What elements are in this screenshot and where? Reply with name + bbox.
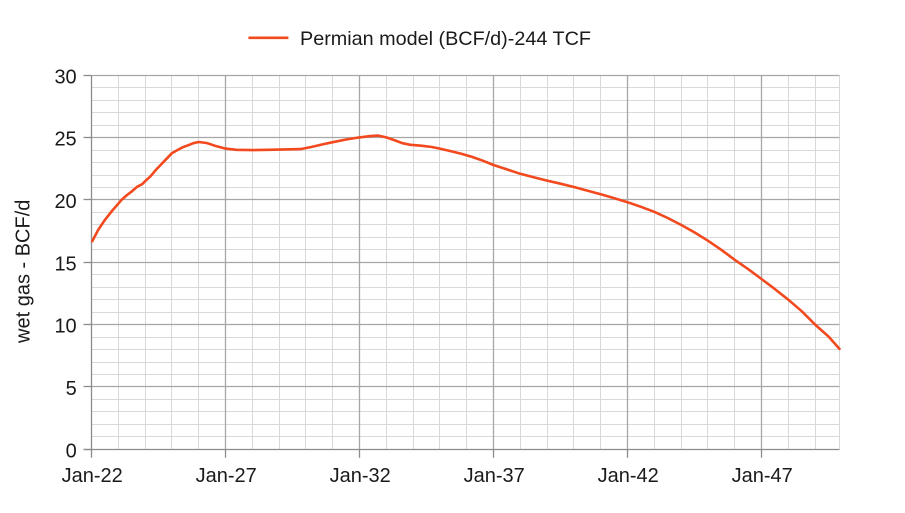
svg-text:Jan-42: Jan-42 (598, 465, 659, 487)
svg-text:25: 25 (54, 129, 76, 151)
svg-text:10: 10 (54, 316, 76, 338)
svg-text:Permian model (BCF/d)-244 TCF: Permian model (BCF/d)-244 TCF (300, 28, 591, 50)
svg-text:0: 0 (66, 440, 77, 462)
svg-text:20: 20 (54, 191, 76, 213)
svg-text:5: 5 (66, 378, 77, 400)
svg-text:Jan-47: Jan-47 (732, 465, 793, 487)
svg-text:Jan-22: Jan-22 (62, 465, 123, 487)
svg-text:Jan-37: Jan-37 (464, 465, 525, 487)
svg-text:Jan-32: Jan-32 (330, 465, 391, 487)
svg-text:wet gas - BCF/d: wet gas - BCF/d (13, 200, 35, 344)
svg-text:30: 30 (54, 66, 76, 88)
svg-text:Jan-27: Jan-27 (196, 465, 257, 487)
svg-text:15: 15 (54, 253, 76, 275)
